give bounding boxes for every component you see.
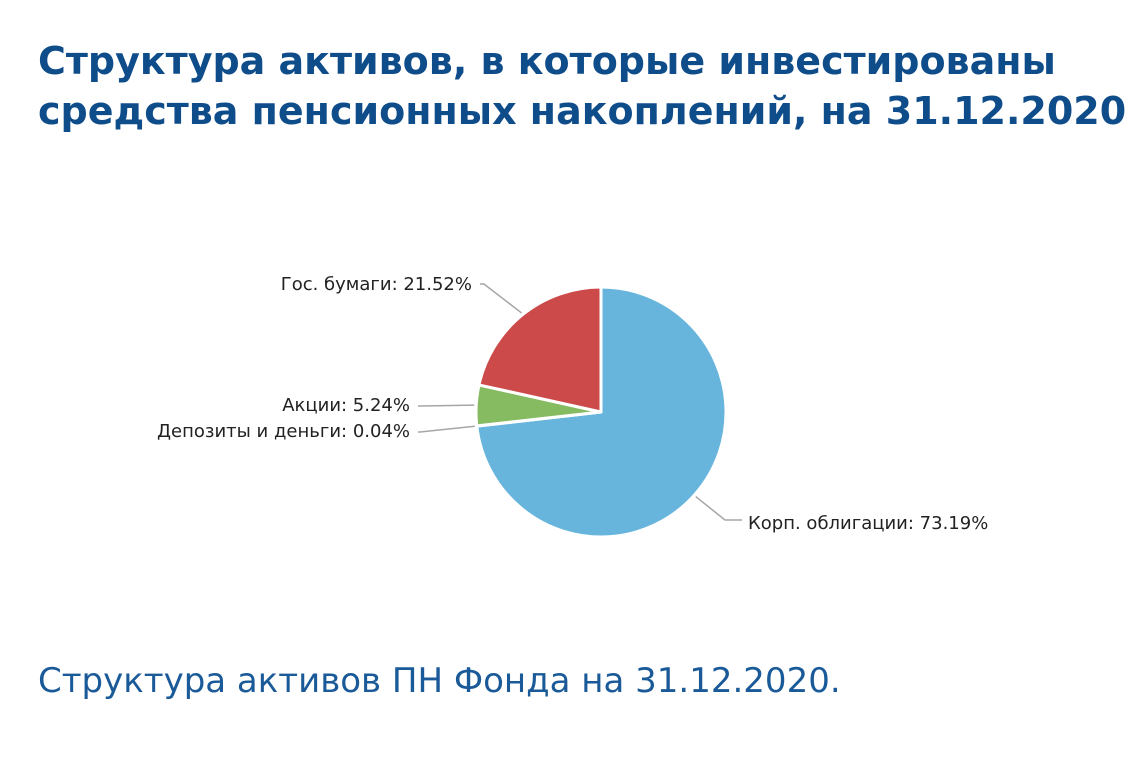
slice-label-corporate-bonds: Корп. облигации: 73.19% (748, 513, 988, 534)
pie-leader-lines (418, 283, 742, 521)
leader-line-deposits-cash (418, 425, 475, 433)
pie-slice-government-securities (477, 285, 603, 414)
pie-slices (474, 285, 728, 539)
leader-line-government-securities (480, 283, 522, 314)
leader-line-corporate-bonds (695, 495, 742, 521)
slice-label-deposits-cash: Депозиты и деньги: 0.04% (157, 421, 410, 442)
chart-caption: Структура активов ПН Фонда на 31.12.2020… (38, 661, 841, 701)
pie-labels: Корп. облигации: 73.19% Депозиты и деньги… (157, 274, 988, 534)
leader-line-stocks (418, 404, 475, 407)
slice-label-stocks: Акции: 5.24% (282, 395, 410, 416)
slice-label-government-securities: Гос. бумаги: 21.52% (281, 274, 472, 295)
page-title: Структура активов, в которые инвестирова… (38, 39, 1127, 133)
